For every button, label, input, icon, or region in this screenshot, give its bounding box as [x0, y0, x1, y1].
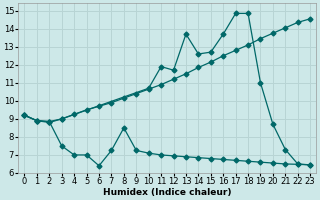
X-axis label: Humidex (Indice chaleur): Humidex (Indice chaleur): [103, 188, 232, 197]
